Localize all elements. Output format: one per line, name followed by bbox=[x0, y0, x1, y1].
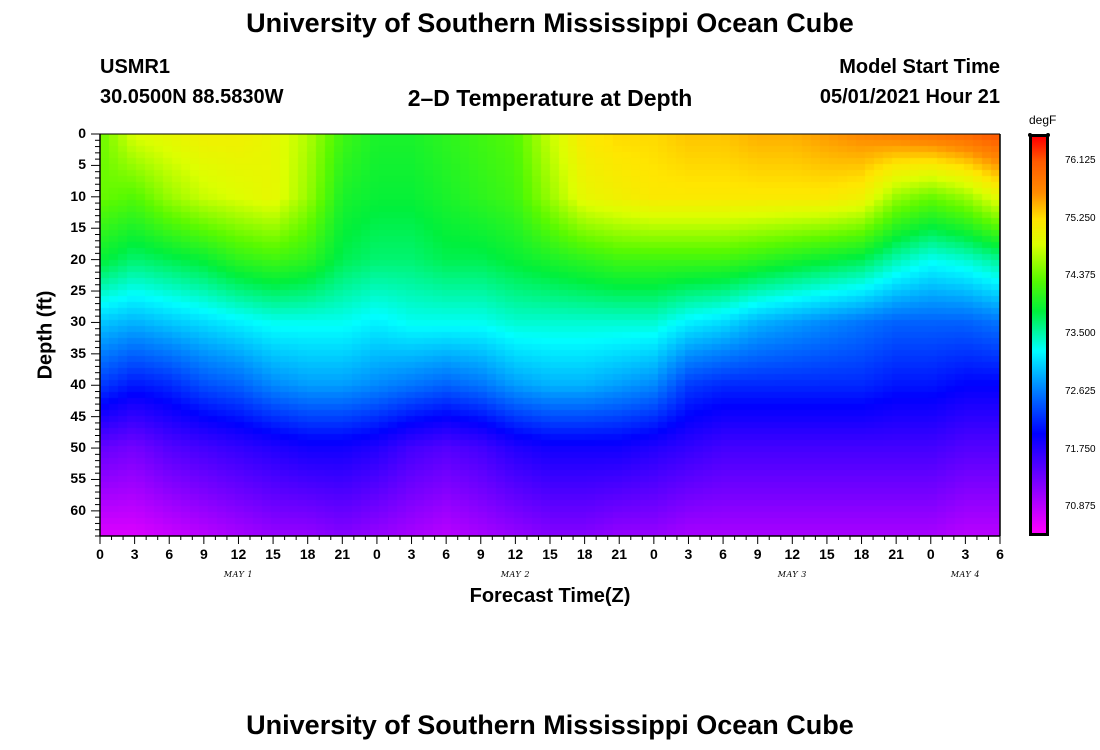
page-title: University of Southern Mississippi Ocean… bbox=[246, 8, 854, 38]
x-tick-label: 18 bbox=[576, 546, 593, 562]
y-tick-label: 0 bbox=[78, 125, 86, 141]
x-tick-label: 6 bbox=[165, 546, 174, 562]
x-tick-label: 6 bbox=[719, 546, 727, 562]
x-tick-label: 3 bbox=[407, 546, 416, 562]
y-tick-label: 5 bbox=[78, 156, 86, 173]
y-tick-label: 25 bbox=[70, 282, 86, 299]
x-tick-label: 3 bbox=[130, 546, 139, 562]
footer-title: University of Southern Mississippi Ocean… bbox=[246, 710, 854, 740]
x-tick-label: 21 bbox=[334, 546, 351, 562]
colorbar bbox=[1029, 134, 1049, 536]
y-tick-label: 10 bbox=[70, 187, 86, 204]
x-tick-label: 21 bbox=[888, 546, 904, 562]
chart-title: 2–D Temperature at Depth bbox=[407, 85, 693, 111]
station-id: USMR1 bbox=[100, 56, 171, 78]
y-tick-label: 55 bbox=[70, 470, 86, 487]
model-start-label: Model Start Time bbox=[839, 56, 1000, 78]
colorbar-tick-label: 76.125 bbox=[1065, 154, 1096, 166]
y-tick-label: 45 bbox=[70, 407, 86, 424]
x-tick-label: 0 bbox=[373, 546, 381, 562]
day-label: MAY 3 bbox=[777, 570, 807, 579]
x-tick-label: 6 bbox=[442, 546, 451, 562]
colorbar-tick-label: 74.375 bbox=[1065, 270, 1096, 282]
x-tick-label: 9 bbox=[476, 546, 485, 562]
model-start-value: 05/01/2021 Hour 21 bbox=[819, 86, 1000, 108]
x-tick-label: 15 bbox=[819, 546, 835, 562]
colorbar-tick-label: 73.500 bbox=[1065, 328, 1096, 339]
x-tick-label: 9 bbox=[753, 546, 762, 562]
x-tick-label: 12 bbox=[784, 546, 801, 562]
colorbar-tick-label: 70.875 bbox=[1065, 501, 1096, 513]
x-tick-label: 15 bbox=[265, 546, 281, 562]
colorbar-tick-label: 71.750 bbox=[1065, 443, 1096, 455]
day-label: MAY 1 bbox=[223, 570, 253, 579]
colorbar-tick-label: 75.250 bbox=[1065, 212, 1096, 224]
x-axis-title: Forecast Time(Z) bbox=[469, 585, 631, 607]
x-tick-label: 3 bbox=[684, 546, 693, 562]
x-tick-label: 6 bbox=[996, 546, 1004, 562]
x-tick-label: 3 bbox=[961, 546, 970, 562]
x-tick-label: 18 bbox=[299, 546, 316, 562]
x-tick-label: 12 bbox=[230, 546, 247, 562]
y-tick-label: 30 bbox=[70, 313, 86, 330]
y-axis-title: Depth (ft) bbox=[34, 290, 57, 380]
x-tick-label: 18 bbox=[853, 546, 870, 562]
colorbar-tick-label: 72.625 bbox=[1065, 385, 1096, 397]
y-tick-label: 15 bbox=[70, 219, 86, 236]
y-tick-label: 60 bbox=[70, 501, 86, 518]
x-tick-label: 0 bbox=[96, 546, 104, 562]
x-tick-label: 9 bbox=[199, 546, 208, 562]
day-label: MAY 2 bbox=[500, 570, 530, 579]
colorbar-unit: degF bbox=[1029, 113, 1057, 127]
station-coordinates: 30.0500N 88.5830W bbox=[100, 86, 284, 108]
temperature-heatmap bbox=[100, 134, 1000, 536]
y-tick-label: 40 bbox=[70, 376, 86, 393]
day-label: MAY 4 bbox=[950, 570, 980, 579]
x-tick-label: 0 bbox=[649, 546, 658, 562]
x-tick-label: 12 bbox=[507, 546, 524, 562]
y-tick-label: 20 bbox=[70, 250, 86, 267]
x-tick-label: 21 bbox=[611, 546, 627, 562]
x-tick-label: 0 bbox=[926, 546, 935, 562]
y-tick-label: 50 bbox=[70, 439, 86, 456]
y-tick-label: 35 bbox=[70, 344, 86, 361]
x-tick-label: 15 bbox=[542, 546, 558, 562]
